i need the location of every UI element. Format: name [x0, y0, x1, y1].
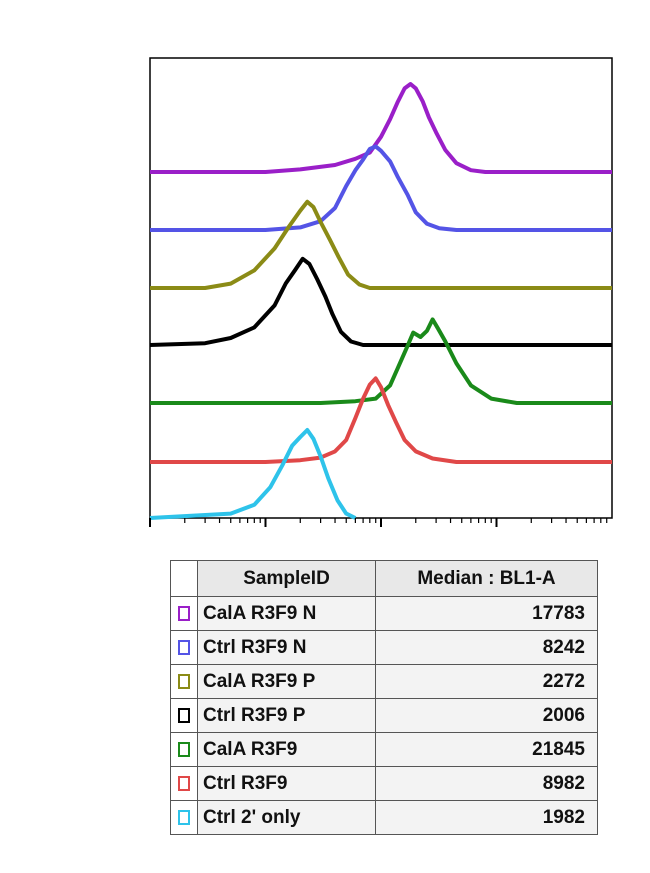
legend-header-blank — [170, 560, 198, 597]
legend-row: Ctrl R3F9 8982 — [170, 766, 598, 801]
legend-header-sample: SampleID — [197, 560, 376, 597]
histogram-series-6 — [150, 376, 612, 464]
histogram-series-7 — [149, 428, 357, 520]
legend-median-value: 1982 — [375, 800, 598, 835]
legend-header-median: Median : BL1-A — [375, 560, 598, 597]
x-axis-ticks — [149, 518, 608, 527]
legend-swatch — [178, 605, 190, 621]
legend-sample-name: CalA R3F9 N — [197, 596, 376, 631]
legend-median-value: 17783 — [375, 596, 598, 631]
legend-row: CalA R3F9 N 17783 — [170, 596, 598, 631]
legend-median-value: 2006 — [375, 698, 598, 733]
histogram-series-1 — [150, 82, 612, 174]
legend-swatch — [178, 775, 190, 791]
histogram-series-3 — [150, 199, 612, 290]
legend-sample-name: CalA R3F9 P — [197, 664, 376, 699]
legend-row: CalA R3F9 P 2272 — [170, 664, 598, 699]
legend-median-value: 8242 — [375, 630, 598, 665]
legend-swatch — [178, 707, 190, 723]
histogram-series-2 — [150, 144, 612, 232]
histogram-series-4 — [149, 256, 612, 347]
legend-swatch — [178, 639, 190, 655]
legend-sample-name: Ctrl R3F9 — [197, 766, 376, 801]
legend-median-value: 8982 — [375, 766, 598, 801]
legend-row: Ctrl 2' only 1982 — [170, 800, 598, 835]
legend-sample-name: Ctrl 2' only — [197, 800, 376, 835]
legend-sample-name: Ctrl R3F9 P — [197, 698, 376, 733]
legend-row: Ctrl R3F9 N 8242 — [170, 630, 598, 665]
legend-median-value: 2272 — [375, 664, 598, 699]
histogram-series-5 — [150, 317, 612, 405]
legend-row: Ctrl R3F9 P 2006 — [170, 698, 598, 733]
legend-swatch — [178, 809, 190, 825]
legend-row: CalA R3F9 21845 — [170, 732, 598, 767]
legend-table: SampleID Median : BL1-A CalA R3F9 N 1778… — [170, 560, 598, 835]
legend-sample-name: Ctrl R3F9 N — [197, 630, 376, 665]
legend-swatch — [178, 741, 190, 757]
series-layer — [149, 82, 612, 520]
legend-median-value: 21845 — [375, 732, 598, 767]
legend-sample-name: CalA R3F9 — [197, 732, 376, 767]
legend-swatch — [178, 673, 190, 689]
legend-header-row: SampleID Median : BL1-A — [170, 560, 598, 597]
